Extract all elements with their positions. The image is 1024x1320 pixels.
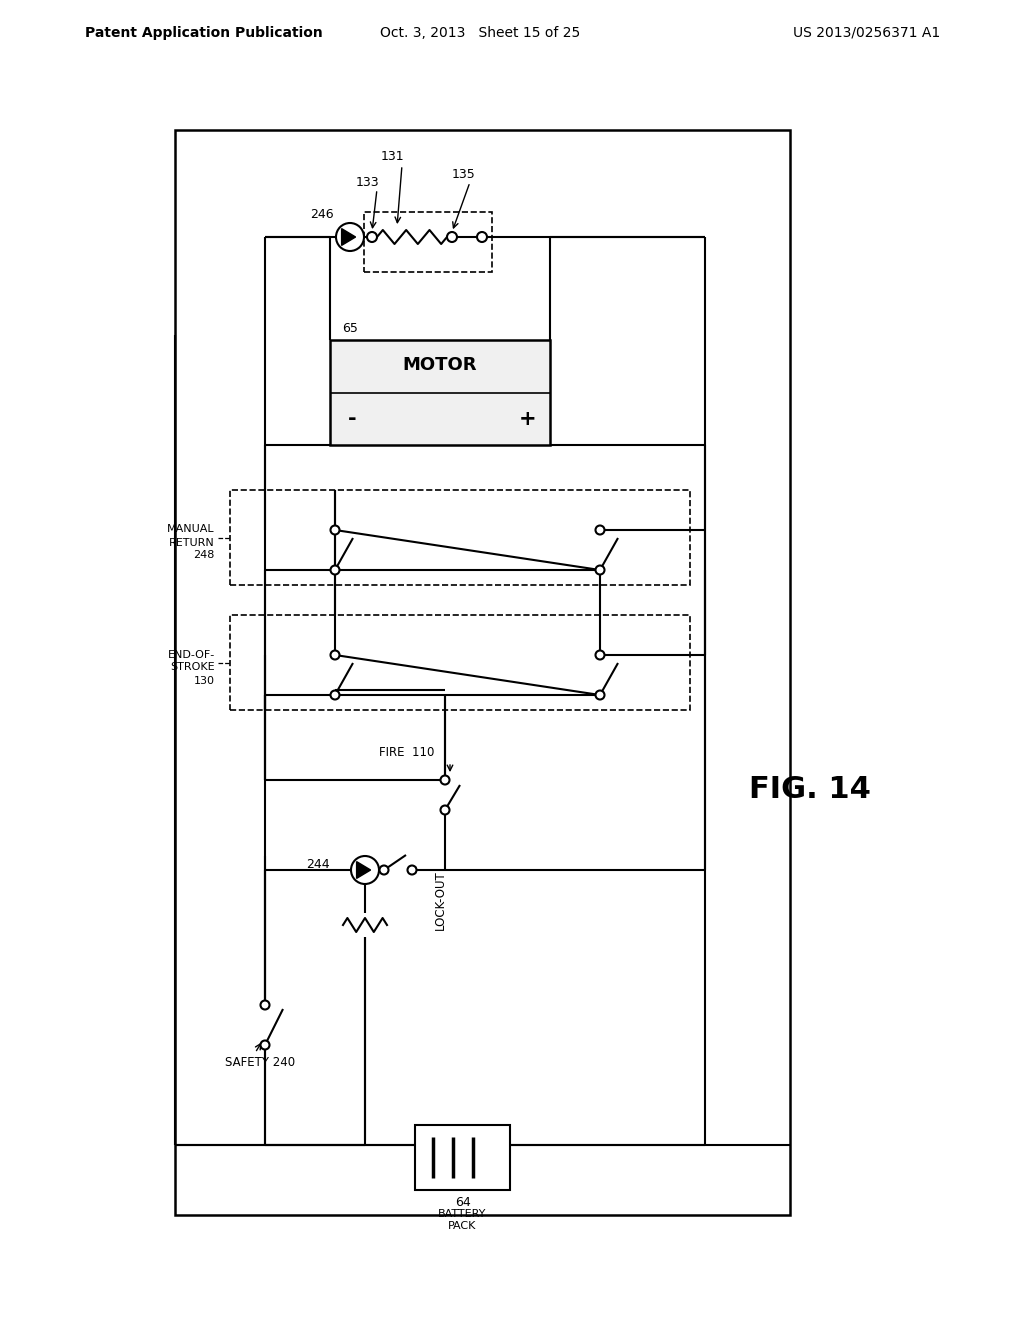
Circle shape — [380, 866, 388, 874]
Text: FIRE  110: FIRE 110 — [379, 746, 434, 759]
Text: Oct. 3, 2013   Sheet 15 of 25: Oct. 3, 2013 Sheet 15 of 25 — [380, 26, 581, 40]
Text: 133: 133 — [355, 176, 379, 189]
Circle shape — [351, 855, 379, 884]
Text: -: - — [348, 409, 356, 429]
Circle shape — [447, 232, 457, 242]
Bar — [230, 490, 690, 585]
Circle shape — [596, 651, 604, 660]
Text: 244: 244 — [306, 858, 330, 871]
Text: LOCK-OUT: LOCK-OUT — [434, 870, 447, 929]
Circle shape — [440, 776, 450, 784]
Text: Patent Application Publication: Patent Application Publication — [85, 26, 323, 40]
Text: RETURN: RETURN — [169, 537, 215, 548]
Text: FIG. 14: FIG. 14 — [750, 776, 871, 804]
Circle shape — [336, 223, 364, 251]
Text: 131: 131 — [380, 150, 403, 164]
Bar — [330, 341, 550, 445]
Polygon shape — [342, 228, 355, 246]
Text: 135: 135 — [453, 169, 476, 181]
Circle shape — [408, 866, 417, 874]
Circle shape — [596, 690, 604, 700]
Text: 65: 65 — [342, 322, 357, 334]
Polygon shape — [356, 862, 371, 878]
Circle shape — [440, 805, 450, 814]
Circle shape — [331, 525, 340, 535]
Text: +: + — [519, 409, 537, 429]
Text: 64: 64 — [455, 1196, 470, 1209]
Circle shape — [596, 565, 604, 574]
Text: STROKE: STROKE — [170, 663, 215, 672]
Text: SAFETY 240: SAFETY 240 — [225, 1056, 295, 1069]
Bar — [230, 615, 690, 710]
Text: US 2013/0256371 A1: US 2013/0256371 A1 — [793, 26, 940, 40]
Circle shape — [260, 1001, 269, 1010]
Circle shape — [367, 232, 377, 242]
Text: BATTERY: BATTERY — [438, 1209, 486, 1218]
Text: MOTOR: MOTOR — [402, 356, 477, 374]
Bar — [175, 129, 790, 1214]
Circle shape — [477, 232, 487, 242]
Text: PACK: PACK — [449, 1221, 477, 1232]
Circle shape — [260, 1040, 269, 1049]
Circle shape — [331, 565, 340, 574]
Text: 248: 248 — [194, 550, 215, 561]
Circle shape — [331, 651, 340, 660]
Circle shape — [596, 525, 604, 535]
Text: 130: 130 — [194, 676, 215, 685]
Text: END-OF-: END-OF- — [168, 649, 215, 660]
Bar — [415, 1125, 510, 1191]
Text: MANUAL: MANUAL — [167, 524, 215, 535]
Bar — [364, 213, 492, 272]
Text: 246: 246 — [310, 209, 334, 222]
Circle shape — [331, 690, 340, 700]
